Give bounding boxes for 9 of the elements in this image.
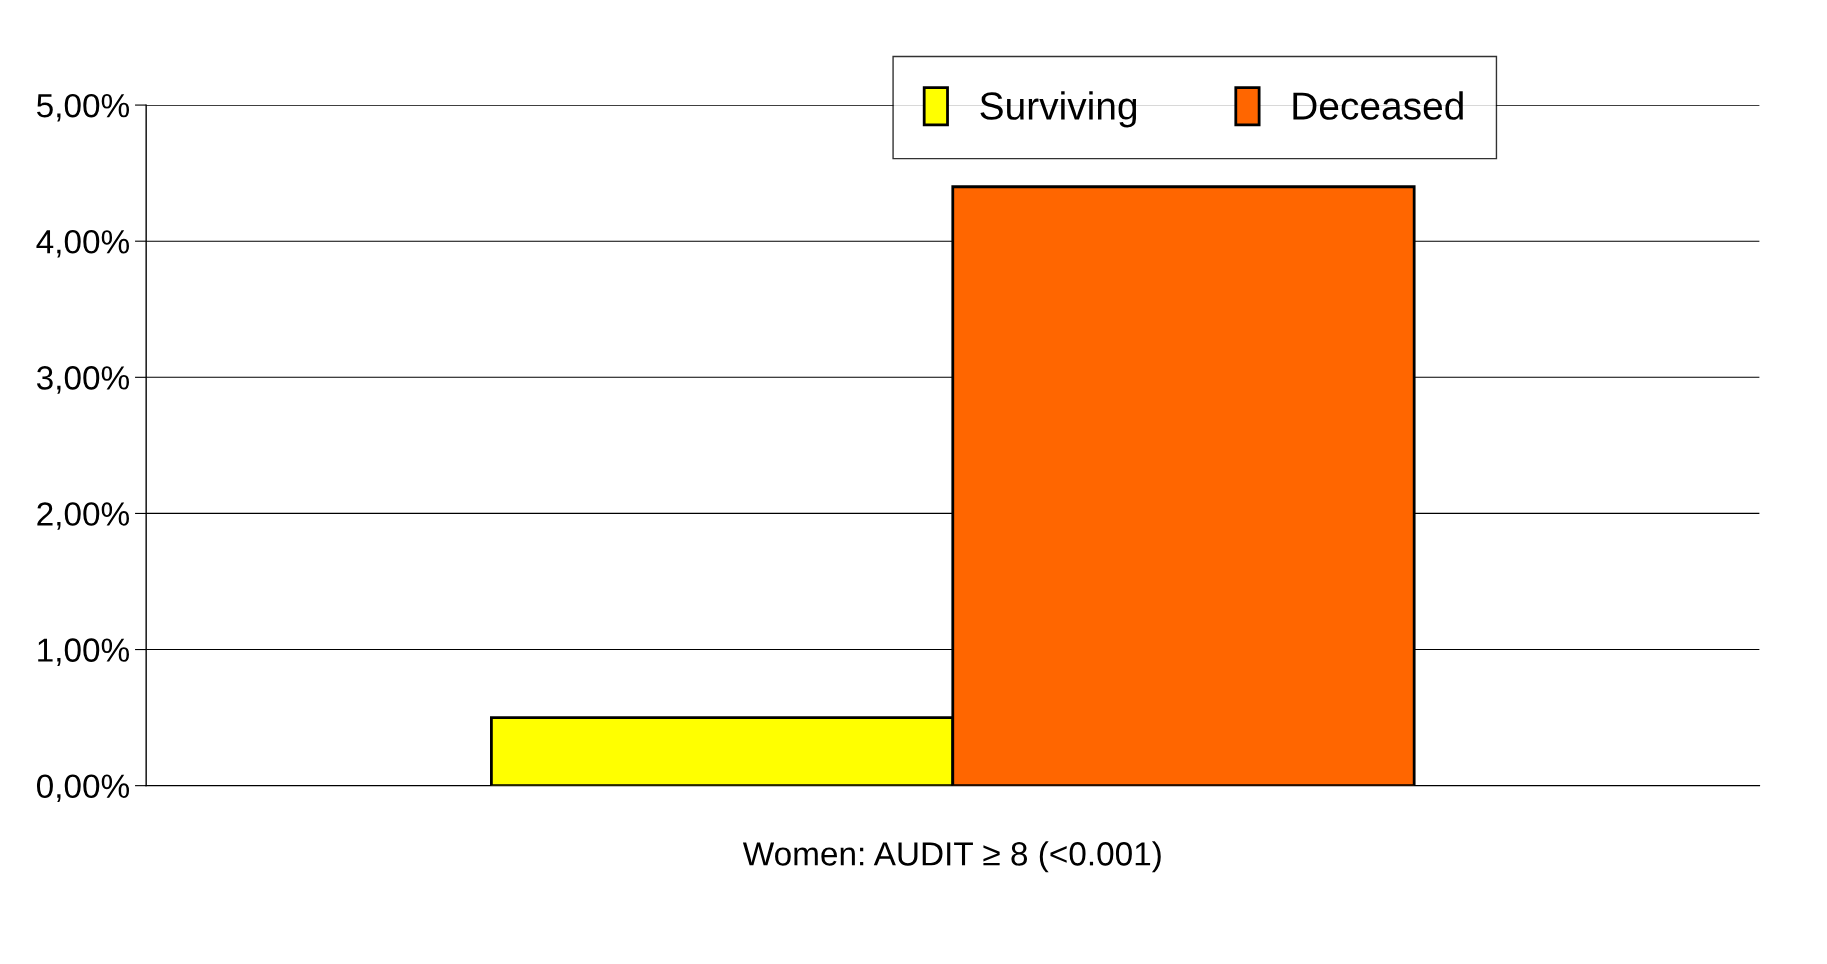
y-tick-label: 2,00% [37,502,130,530]
legend-label: Surviving [980,91,1137,128]
y-tick-label: 0,00% [36,774,130,802]
y-tick-label: 3,00% [36,366,130,394]
x-tick-label: Women: AUDIT ≥ 8 (<0.001) [742,841,1161,873]
y-tick-label: 5,00% [37,93,130,122]
y-tick-label: 4,00% [36,229,130,258]
y-tick-label: 1,00% [38,638,130,666]
legend-label: Deceased [1293,91,1463,120]
